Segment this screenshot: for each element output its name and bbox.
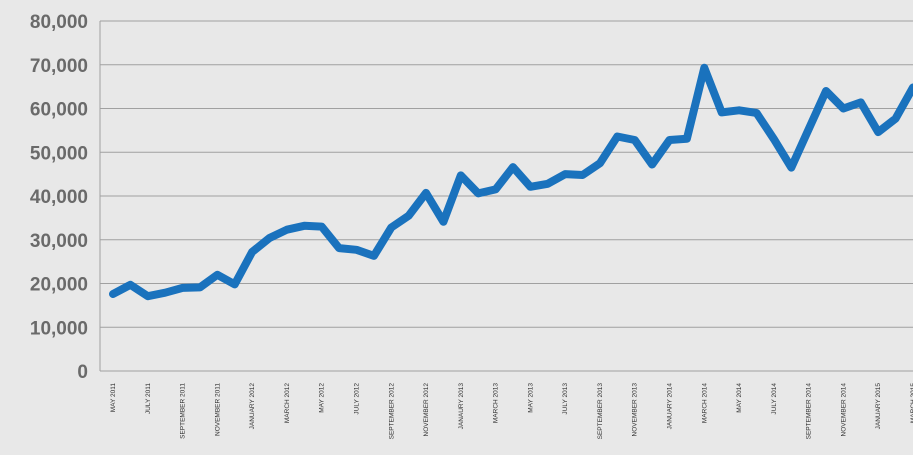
x-tick-label: MARCH 2014 — [701, 383, 708, 423]
x-tick-label: JANUARY 2015 — [875, 383, 882, 430]
y-tick-label: 80,000 — [30, 12, 88, 33]
y-tick-label: 60,000 — [30, 100, 88, 121]
x-tick-label: MAY 2013 — [527, 383, 534, 413]
x-tick-label: MAY 2011 — [110, 383, 117, 413]
x-tick-label: SEPTEMBER 2013 — [597, 383, 604, 440]
series-line — [109, 63, 913, 301]
x-tick-label: JANUARY 2012 — [249, 383, 256, 430]
x-tick-label: JANUARY 2014 — [667, 383, 674, 430]
y-tick-label: 40,000 — [30, 187, 88, 208]
x-tick-label: MARCH 2012 — [284, 383, 291, 423]
x-tick-label: JULY 2014 — [771, 383, 778, 415]
y-tick-label: 30,000 — [30, 231, 88, 252]
x-tick-label: MAY 2012 — [319, 383, 326, 413]
x-tick-label: NOVEMBER 2011 — [214, 383, 221, 436]
series-group — [109, 63, 913, 301]
x-tick-label: SEPTEMBER 2012 — [388, 383, 395, 440]
x-tick-label: MAY 2014 — [736, 383, 743, 413]
x-tick-label: NOVEMBER 2012 — [423, 383, 430, 437]
x-tick-label: MARCH 2015 — [910, 383, 913, 423]
y-tick-label: 10,000 — [30, 318, 88, 339]
x-tick-label: SEPTEMBER 2014 — [806, 383, 813, 440]
x-tick-label: MARCH 2013 — [493, 383, 500, 423]
x-tick-label: JULY 2011 — [145, 383, 152, 414]
x-tick-label: NOVEMBER 2013 — [632, 383, 639, 437]
y-tick-label: 20,000 — [30, 275, 88, 296]
gridlines — [99, 20, 913, 372]
y-axis: 0 10,000 20,000 30,000 40,000 50,000 60,000 70,… — [30, 12, 88, 383]
x-tick-label: JULY 2013 — [562, 383, 569, 415]
y-tick-label: 70,000 — [30, 56, 88, 77]
x-tick-label: NOVEMBER 2014 — [840, 383, 847, 437]
x-tick-label: JULY 2012 — [354, 383, 361, 415]
x-axis: MAY 2011 JULY 2011 SEPTEMBER 2011 NOVEMBER … — [110, 383, 913, 440]
x-tick-label: JANAURY 2013 — [458, 383, 465, 430]
y-tick-label: 50,000 — [30, 143, 88, 164]
x-tick-label: SEPTEMBER 2011 — [180, 383, 187, 439]
y-tick-label: 0 — [77, 362, 88, 383]
